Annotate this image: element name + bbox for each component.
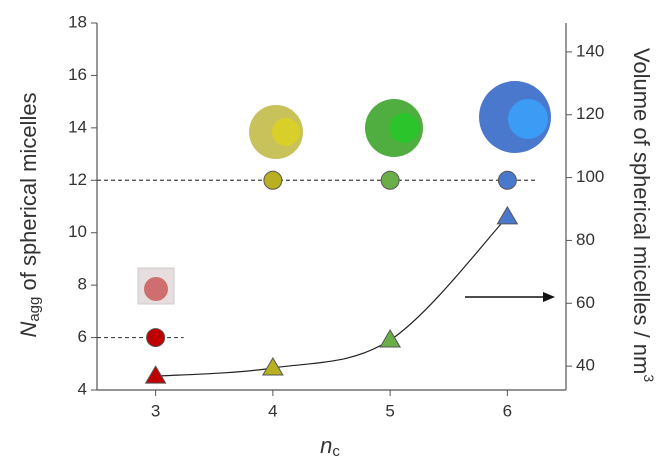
sphere — [389, 113, 419, 143]
circle-marker — [264, 171, 282, 189]
triangle-marker — [146, 366, 166, 383]
y2-label-superscript: 3 — [641, 374, 657, 382]
y-tick-label: 4 — [78, 379, 87, 398]
fit-curve — [156, 217, 508, 376]
y2-tick-label: 120 — [576, 104, 604, 123]
y2-tick-label: 40 — [576, 356, 595, 375]
x-tick-label: 4 — [268, 401, 277, 420]
x-tick-label: 3 — [151, 401, 160, 420]
y-tick-label: 18 — [68, 12, 87, 31]
y-tick-label: 10 — [68, 222, 87, 241]
y-tick-label: 12 — [68, 170, 87, 189]
y2-label-text: Volume of spherical micelles / nm — [629, 48, 654, 374]
y-label-text: of spherical micelles — [16, 92, 41, 296]
y2-tick-label: 60 — [576, 293, 595, 312]
sphere — [508, 99, 548, 139]
y-tick-label: 6 — [78, 327, 87, 346]
arrow-head — [543, 292, 555, 302]
circle-marker — [147, 329, 165, 347]
y-tick-label: 16 — [68, 65, 87, 84]
triangle-marker — [497, 207, 517, 224]
x-label-subscript: c — [332, 443, 340, 459]
circle-marker — [498, 171, 516, 189]
x-axis-label: nc — [320, 433, 340, 459]
y2-tick-label: 80 — [576, 230, 595, 249]
y-tick-label: 14 — [68, 117, 87, 136]
y2-tick-label: 100 — [576, 167, 604, 186]
x-label-symbol: n — [320, 433, 332, 458]
sphere — [272, 118, 300, 146]
y-tick-label: 8 — [78, 275, 87, 294]
y2-axis-label: Volume of spherical micelles / nm3 — [629, 48, 657, 382]
y-axis-label: Nagg of spherical micelles — [16, 92, 43, 337]
chart: nc Nagg of spherical micelles Volume of … — [0, 0, 662, 459]
y-label-symbol: N — [16, 322, 41, 338]
illustration — [138, 81, 551, 304]
x-tick-label: 5 — [385, 401, 394, 420]
sphere — [144, 277, 168, 301]
circle-marker — [381, 171, 399, 189]
y2-tick-label: 140 — [576, 41, 604, 60]
y-label-subscript: agg — [26, 297, 43, 322]
triangle-marker — [380, 330, 400, 347]
x-tick-label: 6 — [503, 401, 512, 420]
